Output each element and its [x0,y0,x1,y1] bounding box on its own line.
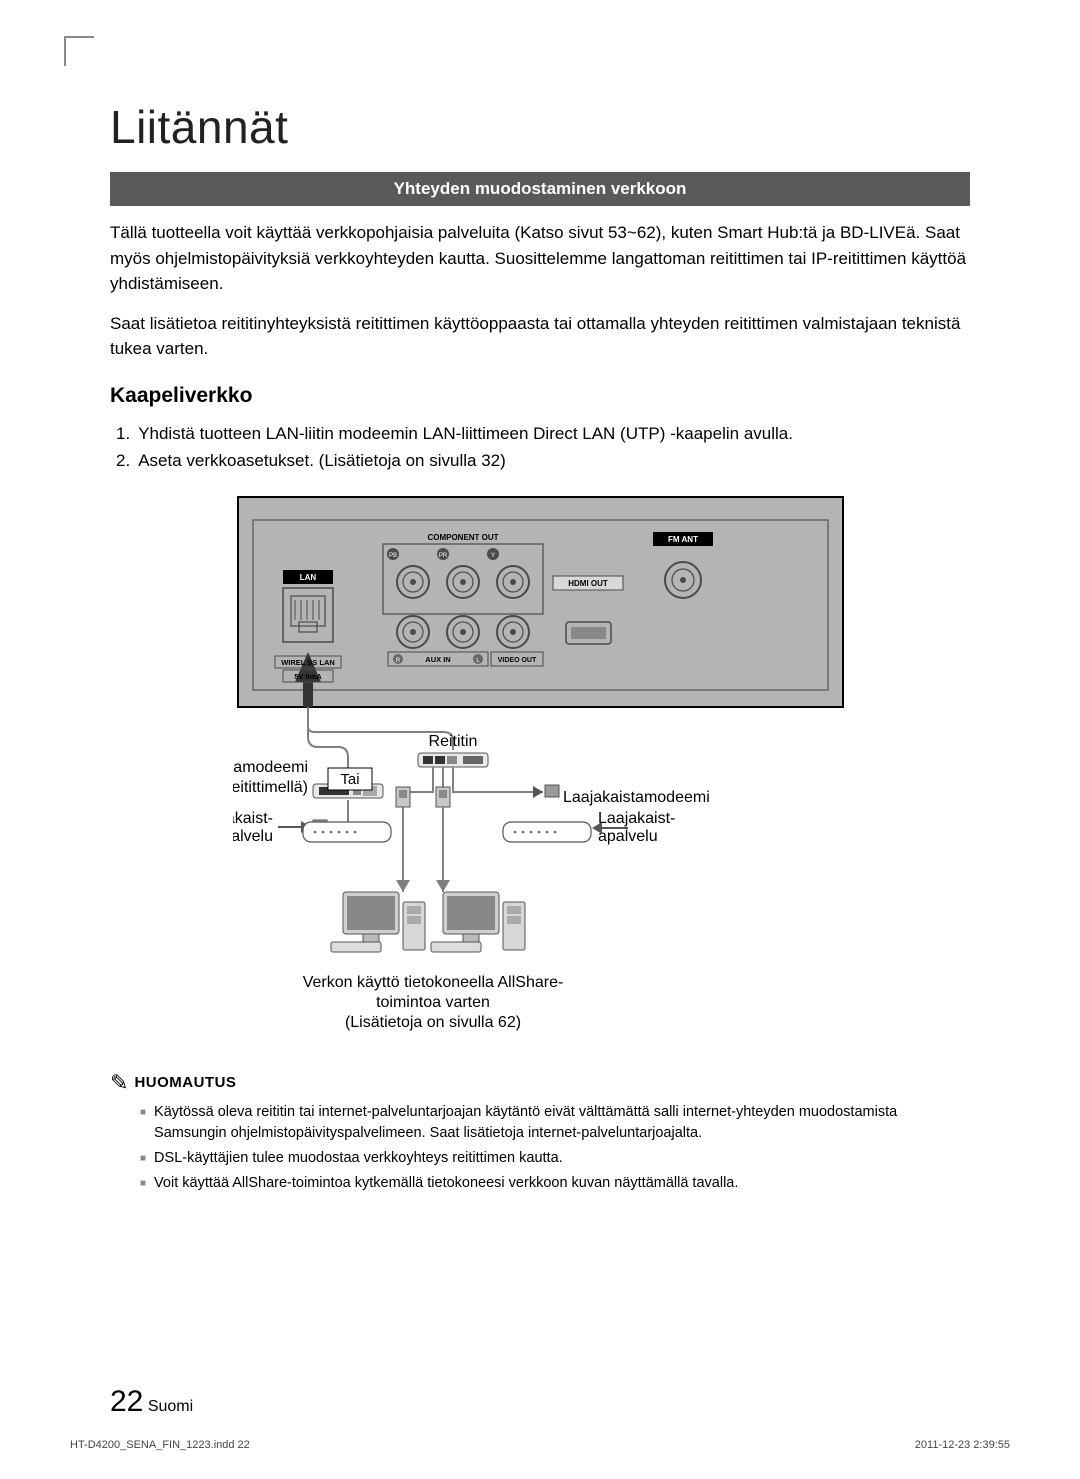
svg-text:5V 0mA: 5V 0mA [294,672,322,681]
label-hdmi-out: HDMI OUT [568,579,608,588]
list-item: 2. Aseta verkkoasetukset. (Lisätietoja o… [116,447,970,474]
note-item: ■ DSL-käyttäjien tulee muodostaa verkkoy… [140,1148,970,1169]
bullet-icon: ■ [140,1106,146,1144]
list-number: 1. [116,420,130,447]
page-lang: Suomi [148,1398,193,1415]
label-router: Reititin [428,733,477,750]
label-modem-right: Laajakaistamodeemi [563,789,710,806]
bullet-icon: ■ [140,1177,146,1194]
svg-text:Y: Y [490,553,494,559]
pc-icon [431,892,525,952]
connection-diagram: COMPONENT OUT PB PR Y FM ANT LAN [233,492,848,1062]
svg-text:apalvelu: apalvelu [598,828,658,845]
note-heading: ✎ HUOMAUTUS [110,1070,970,1096]
footer-timestamp: 2011-12-23 2:39:55 [915,1439,1010,1451]
note-item: ■ Käytössä oleva reititin tai internet-p… [140,1102,970,1144]
footer-filename: HT-D4200_SENA_FIN_1223.indd 22 [70,1439,250,1451]
diagram-svg: COMPONENT OUT PB PR Y FM ANT LAN [233,492,848,1062]
instruction-list: 1. Yhdistä tuotteen LAN-liitin modeemin … [116,420,970,474]
note-item: ■ Voit käyttää AllShare-toimintoa kytkem… [140,1173,970,1194]
page-number: 22 Suomi [110,1385,193,1419]
label-or: Tai [340,771,359,788]
note-text: Voit käyttää AllShare-toimintoa kytkemäl… [154,1173,738,1194]
label-modem-left-1: Laajakaistamodeemi [233,759,308,776]
note-text: Käytössä oleva reititin tai internet-pal… [154,1102,970,1144]
list-text: Yhdistä tuotteen LAN-liitin modeemin LAN… [138,420,793,447]
note-list: ■ Käytössä oleva reititin tai internet-p… [140,1102,970,1194]
svg-text:AUX IN: AUX IN [425,655,450,664]
svg-text:PR: PR [438,553,447,559]
list-text: Aseta verkkoasetukset. (Lisätietoja on s… [138,447,506,474]
bullet-icon: ■ [140,1152,146,1169]
subheading-cable-network: Kaapeliverkko [110,384,970,408]
section-heading-bar: Yhteyden muodostaminen verkkoon [110,172,970,206]
note-icon: ✎ [110,1070,128,1096]
label-lan: LAN [299,573,316,582]
page-num-value: 22 [110,1385,143,1418]
label-wireless-lan: WIREL SS LAN [281,658,335,667]
intro-paragraph-2: Saat lisätietoa reititinyhteyksistä reit… [110,311,970,362]
crop-mark [64,36,94,66]
main-title: Liitännät [110,100,970,154]
svg-text:PB: PB [388,553,396,559]
diagram-caption-1: Verkon käyttö tietokoneella AllShare- [302,974,563,991]
note-text: DSL-käyttäjien tulee muodostaa verkkoyht… [154,1148,563,1169]
svg-text:VIDEO OUT: VIDEO OUT [497,657,536,664]
intro-paragraph-1: Tällä tuotteella voit käyttää verkkopohj… [110,220,970,297]
label-modem-left-2: (sisäisellä reitittimellä) [233,779,308,796]
svg-text:R: R [395,658,400,664]
page-content: Liitännät Yhteyden muodostaminen verkkoo… [0,0,1080,1248]
label-component-out: COMPONENT OUT [427,533,498,542]
diagram-caption-2: toimintoa varten [376,994,490,1011]
list-number: 2. [116,447,130,474]
diagram-caption-3: (Lisätietoja on sivulla 62) [344,1014,520,1031]
pc-icon [331,892,425,952]
list-item: 1. Yhdistä tuotteen LAN-liitin modeemin … [116,420,970,447]
svg-text:Laajakaist-: Laajakaist- [598,810,675,827]
label-fm-ant: FM ANT [668,535,698,544]
note-label: HUOMAUTUS [134,1074,236,1091]
svg-text:Laajakaist-: Laajakaist- [233,810,273,827]
svg-text:apalvelu: apalvelu [233,828,273,845]
